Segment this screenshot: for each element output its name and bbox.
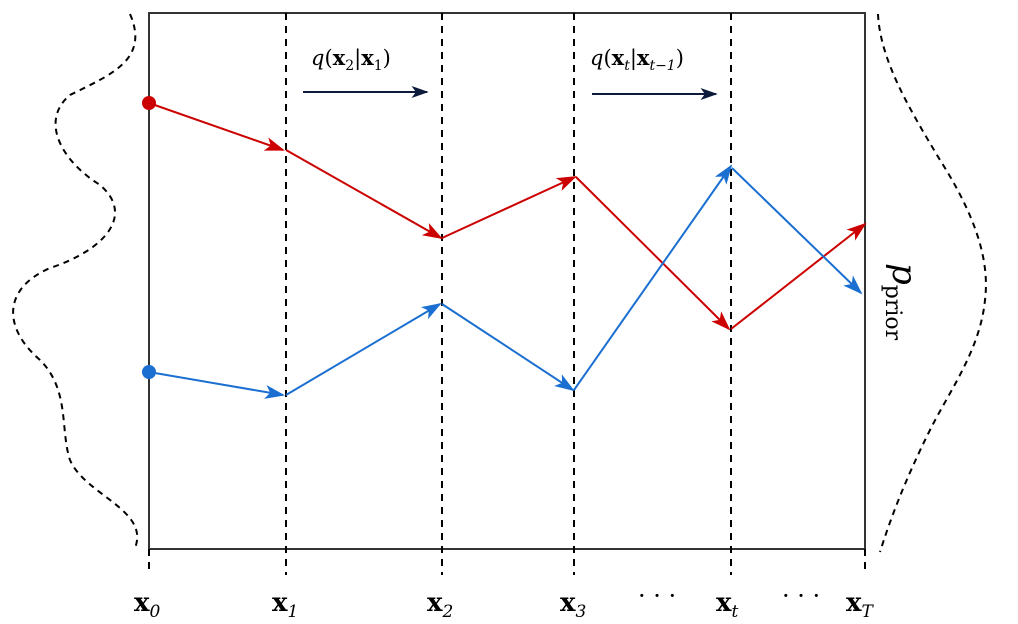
blue-segment-4 bbox=[573, 164, 733, 391]
red-segment-4 bbox=[575, 176, 731, 331]
red-trajectory bbox=[148, 102, 867, 331]
step-lines bbox=[148, 13, 866, 575]
red-segment-1 bbox=[148, 102, 285, 151]
annotation-q1: q(x2|x1) bbox=[311, 45, 391, 74]
blue-trajectory bbox=[148, 164, 863, 399]
blue-segment-2 bbox=[285, 302, 442, 396]
prior-label: pprior bbox=[880, 263, 924, 341]
step-label-x1: x1 bbox=[272, 588, 298, 622]
blue-start-point bbox=[142, 365, 156, 379]
blue-segment-3 bbox=[441, 303, 575, 392]
step-label-x0: x0 bbox=[134, 588, 161, 622]
red-segment-2 bbox=[285, 149, 443, 239]
step-label-xt: xt bbox=[716, 588, 739, 622]
plot-frame bbox=[148, 12, 866, 550]
blue-segment-5 bbox=[731, 167, 863, 295]
annotation-q2: q(xt|xt−1) bbox=[590, 45, 684, 74]
step-ellipsis-2: · · · bbox=[782, 582, 820, 610]
step-label-xT: xT bbox=[846, 588, 875, 622]
step-ellipsis-1: · · · bbox=[638, 582, 676, 610]
step-label-x3: x3 bbox=[560, 588, 586, 622]
red-segment-5 bbox=[730, 222, 867, 330]
step-labels: x0 x1 x2 x3 · · · xt · · · xT bbox=[134, 582, 875, 622]
red-start-point bbox=[142, 96, 156, 110]
data-distribution-curve bbox=[12, 13, 139, 549]
blue-segment-1 bbox=[148, 371, 285, 399]
prior-distribution-curve bbox=[877, 13, 987, 553]
red-segment-3 bbox=[441, 176, 577, 239]
step-label-x2: x2 bbox=[427, 588, 453, 622]
